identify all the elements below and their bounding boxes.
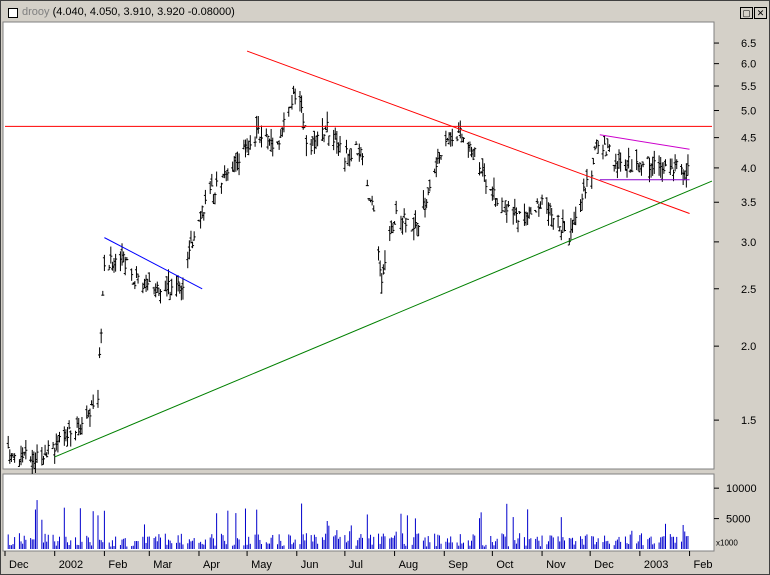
price-tick-label: 2.0 xyxy=(741,341,756,353)
date-tick-label: May xyxy=(251,559,272,571)
date-tick-label: Mar xyxy=(153,559,172,571)
date-tick-label: Dec xyxy=(594,559,614,571)
price-tick-label: 2.5 xyxy=(741,284,756,296)
price-tick-label: 6.0 xyxy=(741,59,756,71)
date-tick-label: Nov xyxy=(546,559,566,571)
trendlines xyxy=(5,50,713,458)
volume-multiplier-label: x1000 xyxy=(716,539,738,548)
volume-tick-label: 5000 xyxy=(726,514,750,526)
date-axis: Dec 2002 Feb Mar Apr May Jun Jul Aug Sep Oct Nov Dec… xyxy=(4,551,713,571)
date-tick-label: Apr xyxy=(203,559,220,571)
price-panel xyxy=(2,21,715,470)
quote-readout: (4.040, 4.050, 3.910, 3.920 -0.08000) xyxy=(52,6,235,18)
price-tick-label: 3.0 xyxy=(741,237,756,249)
date-tick-label: Jul xyxy=(349,559,363,571)
price-tick-label: 4.0 xyxy=(741,163,756,175)
window-icon[interactable] xyxy=(8,8,18,18)
trendline-support xyxy=(54,180,713,458)
date-tick-label: 2002 xyxy=(59,559,83,571)
volume-axis: 5000 10000 xyxy=(714,483,757,526)
ticker-symbol: drooy xyxy=(22,6,50,18)
window-title: drooy (4.040, 4.050, 3.910, 3.920 -0.080… xyxy=(22,6,235,18)
volume-panel xyxy=(2,473,715,552)
price-tick-label: 5.5 xyxy=(741,81,756,93)
price-axis: 1.5 2.0 2.5 3.0 3.5 4.0 4.5 5.0 5.5 6.0 6.5 xyxy=(714,38,756,427)
date-tick-label: Dec xyxy=(9,559,29,571)
volume-tick-label: 10000 xyxy=(726,483,757,495)
date-tick-label: Sep xyxy=(448,559,468,571)
price-tick-label: 1.5 xyxy=(741,415,756,427)
trendline-pennant xyxy=(599,134,690,150)
date-tick-label: Feb xyxy=(694,559,713,571)
date-tick-label: Jun xyxy=(301,559,319,571)
date-tick-label: Oct xyxy=(496,559,513,571)
close-button[interactable]: ✕ xyxy=(754,7,767,19)
date-tick-label: Aug xyxy=(399,559,419,571)
price-tick-label: 3.5 xyxy=(741,197,756,209)
price-tick-label: 4.5 xyxy=(741,133,756,145)
maximize-button[interactable]: ▢ xyxy=(740,7,753,19)
volume-bars xyxy=(7,500,689,549)
price-tick-label: 6.5 xyxy=(741,38,756,50)
price-bars xyxy=(6,85,690,474)
close-icon: ✕ xyxy=(756,8,765,18)
title-bar[interactable]: drooy (4.040, 4.050, 3.910, 3.920 -0.080… xyxy=(2,2,768,22)
trendline-short-trend xyxy=(104,237,203,290)
date-tick-label: 2003 xyxy=(644,559,668,571)
trendline-resistance xyxy=(246,50,690,214)
maximize-icon: ▢ xyxy=(742,8,751,18)
price-tick-label: 5.0 xyxy=(741,106,756,118)
date-tick-label: Feb xyxy=(108,559,127,571)
